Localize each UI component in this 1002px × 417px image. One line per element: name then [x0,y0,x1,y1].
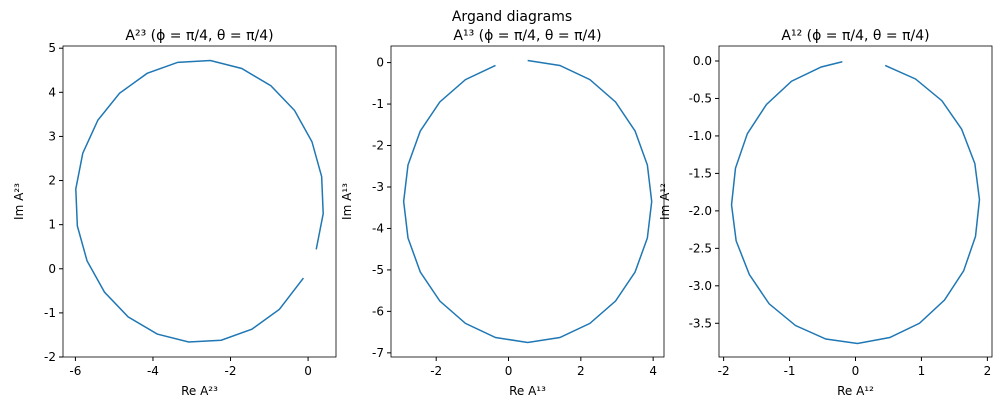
x-tick-label: -2 [718,364,730,378]
x-tick-label: 4 [649,364,657,378]
curve [75,59,324,343]
axes-frame [62,45,337,358]
x-tick-label: -2 [430,364,442,378]
y-tick-label: 2 [48,174,56,188]
curve [730,61,981,345]
x-tick-label: 2 [984,364,992,378]
y-tick-label: -2 [372,139,384,153]
x-tick-label: 0 [304,364,312,378]
y-tick-label: -2 [44,350,56,364]
y-tick-label: -1.5 [689,166,712,180]
y-tick-label: 0 [376,56,384,70]
x-tick-label: 1 [918,364,926,378]
x-tick-label: -1 [784,364,796,378]
x-axis-label: Re A¹³ [509,384,546,398]
x-tick-label: 0 [505,364,513,378]
y-tick-label: -1.0 [689,129,712,143]
axes-title: A¹³ (ϕ = π/4, θ = π/4) [453,28,601,44]
y-tick-label: 3 [48,129,56,143]
y-axis-label: Im A²³ [12,183,26,220]
y-tick-label: -2.5 [689,241,712,255]
y-tick-label: -3.5 [689,316,712,330]
y-tick-label: -0.5 [689,91,712,105]
axes-frame [718,45,993,358]
x-axis-label: Re A²³ [181,384,218,398]
y-tick-label: -3.0 [689,279,712,293]
figure-title: Argand diagrams [452,9,572,25]
x-tick-label: 2 [577,364,585,378]
y-tick-label: 4 [48,85,56,99]
axes-title: A²³ (ϕ = π/4, θ = π/4) [125,28,273,44]
y-tick-label: 0 [48,262,56,276]
y-tick-label: 0.0 [693,54,712,68]
y-tick-label: -3 [372,180,384,194]
x-tick-label: -2 [225,364,237,378]
x-tick-label: -4 [147,364,159,378]
y-tick-label: 5 [48,41,56,55]
y-axis-label: Im A¹² [658,183,672,220]
y-tick-label: 1 [48,218,56,232]
y-tick-label: -2.0 [689,204,712,218]
x-tick-label: 0 [852,364,860,378]
y-tick-label: -6 [372,304,384,318]
y-tick-label: -4 [372,221,384,235]
y-tick-label: -7 [372,346,384,360]
x-axis-label: Re A¹² [837,384,874,398]
y-axis-label: Im A¹³ [340,183,354,220]
y-tick-label: -5 [372,263,384,277]
y-tick-label: -1 [44,306,56,320]
curve [402,59,653,344]
y-tick-label: -1 [372,97,384,111]
x-tick-label: -6 [69,364,81,378]
axes-frame [390,45,665,358]
axes-title: A¹² (ϕ = π/4, θ = π/4) [781,28,929,44]
